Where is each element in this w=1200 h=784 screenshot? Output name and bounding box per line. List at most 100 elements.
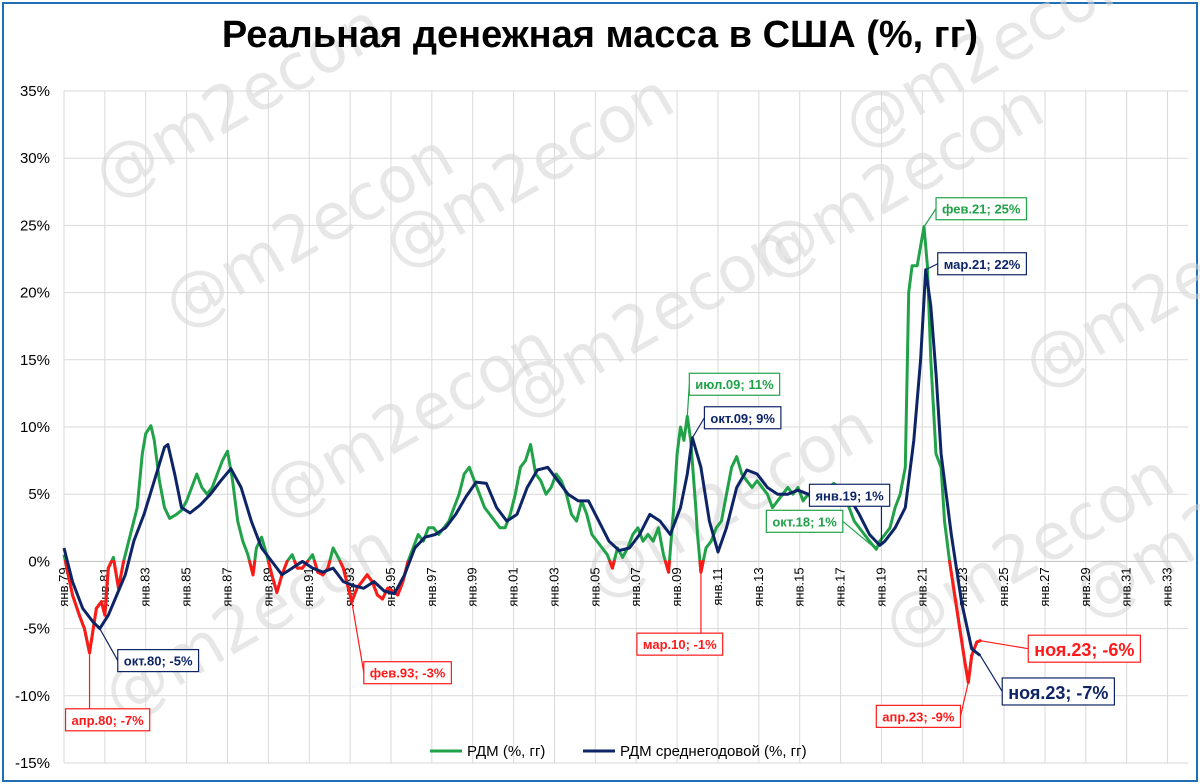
negative-segment <box>106 559 113 570</box>
watermark-text: @m2econ <box>1011 179 1200 404</box>
annotation-leader <box>99 628 119 661</box>
negative-segment <box>350 586 359 604</box>
negative-segment <box>953 593 962 631</box>
y-tick-label: 20% <box>20 285 50 302</box>
y-tick-label: 30% <box>20 150 50 167</box>
annotation-label: апр.80; -7% <box>72 713 145 728</box>
negative-segment <box>270 573 279 594</box>
negative-segment <box>326 559 332 570</box>
negative-segment <box>77 613 86 631</box>
y-axis-ticks: -15% -10% -5% 0% 5% 10% 15% 20% 25% 30% 35% <box>15 83 50 772</box>
legend-label-rdm: РДМ (%, гг) <box>467 743 545 760</box>
annotation-box <box>937 252 1027 276</box>
x-tick-label: янв.31 <box>1119 567 1134 606</box>
annotation-box <box>703 406 782 430</box>
y-tick-label: 35% <box>20 83 50 100</box>
annotation-callout: фев.21; 25% <box>923 197 1028 228</box>
x-tick-label: янв.11 <box>710 567 725 605</box>
x-tick-label: янв.09 <box>669 567 684 606</box>
negative-segment <box>88 606 98 655</box>
negative-segment <box>266 559 274 577</box>
x-tick-label: янв.95 <box>383 567 398 606</box>
negative-segment <box>958 627 967 664</box>
negative-segment <box>341 566 350 590</box>
x-tick-label: янв.89 <box>260 567 275 606</box>
watermark-layer: @m2econ@m2econ@m2econ @m2econ@m2econ@m2ec… <box>81 0 1200 734</box>
annotation-callout: апр.23; -9% <box>875 682 969 728</box>
annotation-label: июл.09; 11% <box>695 377 774 392</box>
y-tick-label: 0% <box>28 553 50 570</box>
chart-title: Реальная денежная масса в США (%, гг) <box>221 14 979 56</box>
x-tick-label: янв.83 <box>138 567 153 606</box>
annotation-box <box>1027 634 1141 663</box>
annotation-box <box>1001 677 1115 706</box>
annotation-leader <box>351 601 365 673</box>
x-tick-label: янв.27 <box>1037 567 1052 606</box>
annotation-callout: мар.10; -1% <box>636 572 724 656</box>
y-tick-label: -5% <box>23 621 50 638</box>
annotation-label: мар.21; 22% <box>944 257 1021 272</box>
annotation-label: окт.80; -5% <box>124 654 193 669</box>
annotation-callout: окт.18; 1% <box>765 509 877 550</box>
y-tick-label: 10% <box>20 419 50 436</box>
annotation-box <box>688 372 781 396</box>
legend-label-rdm-avg: РДМ среднегодовой (%, гг) <box>620 743 807 760</box>
annotation-box <box>363 661 452 685</box>
x-tick-label: янв.15 <box>792 567 807 606</box>
y-tick-label: -10% <box>15 688 50 705</box>
negative-segment <box>275 573 284 594</box>
legend: РДМ (%, гг) РДМ среднегодовой (%, гг) <box>430 743 807 760</box>
annotation-box <box>636 632 724 656</box>
negative-segment <box>699 559 705 574</box>
annotation-leader <box>980 640 1029 650</box>
watermark-text: @m2econ <box>251 309 566 534</box>
y-tick-label: 5% <box>28 486 50 503</box>
x-tick-label: янв.05 <box>587 567 602 606</box>
annotation-label: окт.09; 9% <box>710 411 775 426</box>
x-tick-label: янв.13 <box>751 567 766 606</box>
annotation-leader <box>925 263 939 271</box>
annotation-callout: апр.80; -7% <box>64 652 151 732</box>
negative-segment <box>63 559 75 597</box>
annotations: фев.21; 25% мар.21; 22% июл.09; 11% окт.09;… <box>64 197 1141 732</box>
annotation-label: мар.10; -1% <box>643 637 717 652</box>
negative-segment <box>975 639 982 644</box>
negative-segment <box>667 559 671 574</box>
x-tick-label: янв.87 <box>219 567 234 606</box>
annotation-box <box>935 197 1028 221</box>
negative-segment <box>970 640 979 657</box>
x-tick-label: янв.03 <box>546 567 561 606</box>
annotation-box <box>64 708 151 732</box>
annotation-callout: окт.80; -5% <box>99 628 200 673</box>
x-tick-label: янв.91 <box>301 567 316 606</box>
x-tick-label: янв.19 <box>873 567 888 606</box>
y-tick-label: -15% <box>15 755 50 772</box>
x-tick-label: янв.33 <box>1160 567 1175 606</box>
annotation-box <box>765 509 844 533</box>
annotation-label: апр.23; -9% <box>882 709 955 724</box>
x-tick-label: янв.21 <box>914 567 929 606</box>
annotation-callout: окт.09; 9% <box>691 406 782 439</box>
negative-segment <box>112 559 120 590</box>
annotation-callout: фев.93; -3% <box>351 601 452 685</box>
annotation-callout: мар.21; 22% <box>925 252 1027 276</box>
negative-segment <box>948 559 957 597</box>
annotation-callout: июл.09; 11% <box>686 372 781 417</box>
annotation-callout: ноя.23; -6% <box>980 634 1141 663</box>
x-tick-label: янв.29 <box>1078 567 1093 606</box>
annotation-leader <box>842 520 877 550</box>
x-tick-label: янв.85 <box>179 567 194 606</box>
annotation-label: ноя.23; -6% <box>1034 640 1134 660</box>
negative-segment <box>966 653 974 684</box>
x-tick-label: янв.25 <box>996 567 1011 606</box>
negative-segment <box>103 566 110 617</box>
annotation-leader <box>923 208 937 228</box>
annotation-callout: янв.19; 1% <box>808 483 891 546</box>
annotation-leader <box>959 682 969 717</box>
negative-segment <box>610 559 616 570</box>
x-tick-label: янв.99 <box>465 567 480 606</box>
y-tick-label: 25% <box>20 217 50 234</box>
annotation-box <box>117 648 200 673</box>
